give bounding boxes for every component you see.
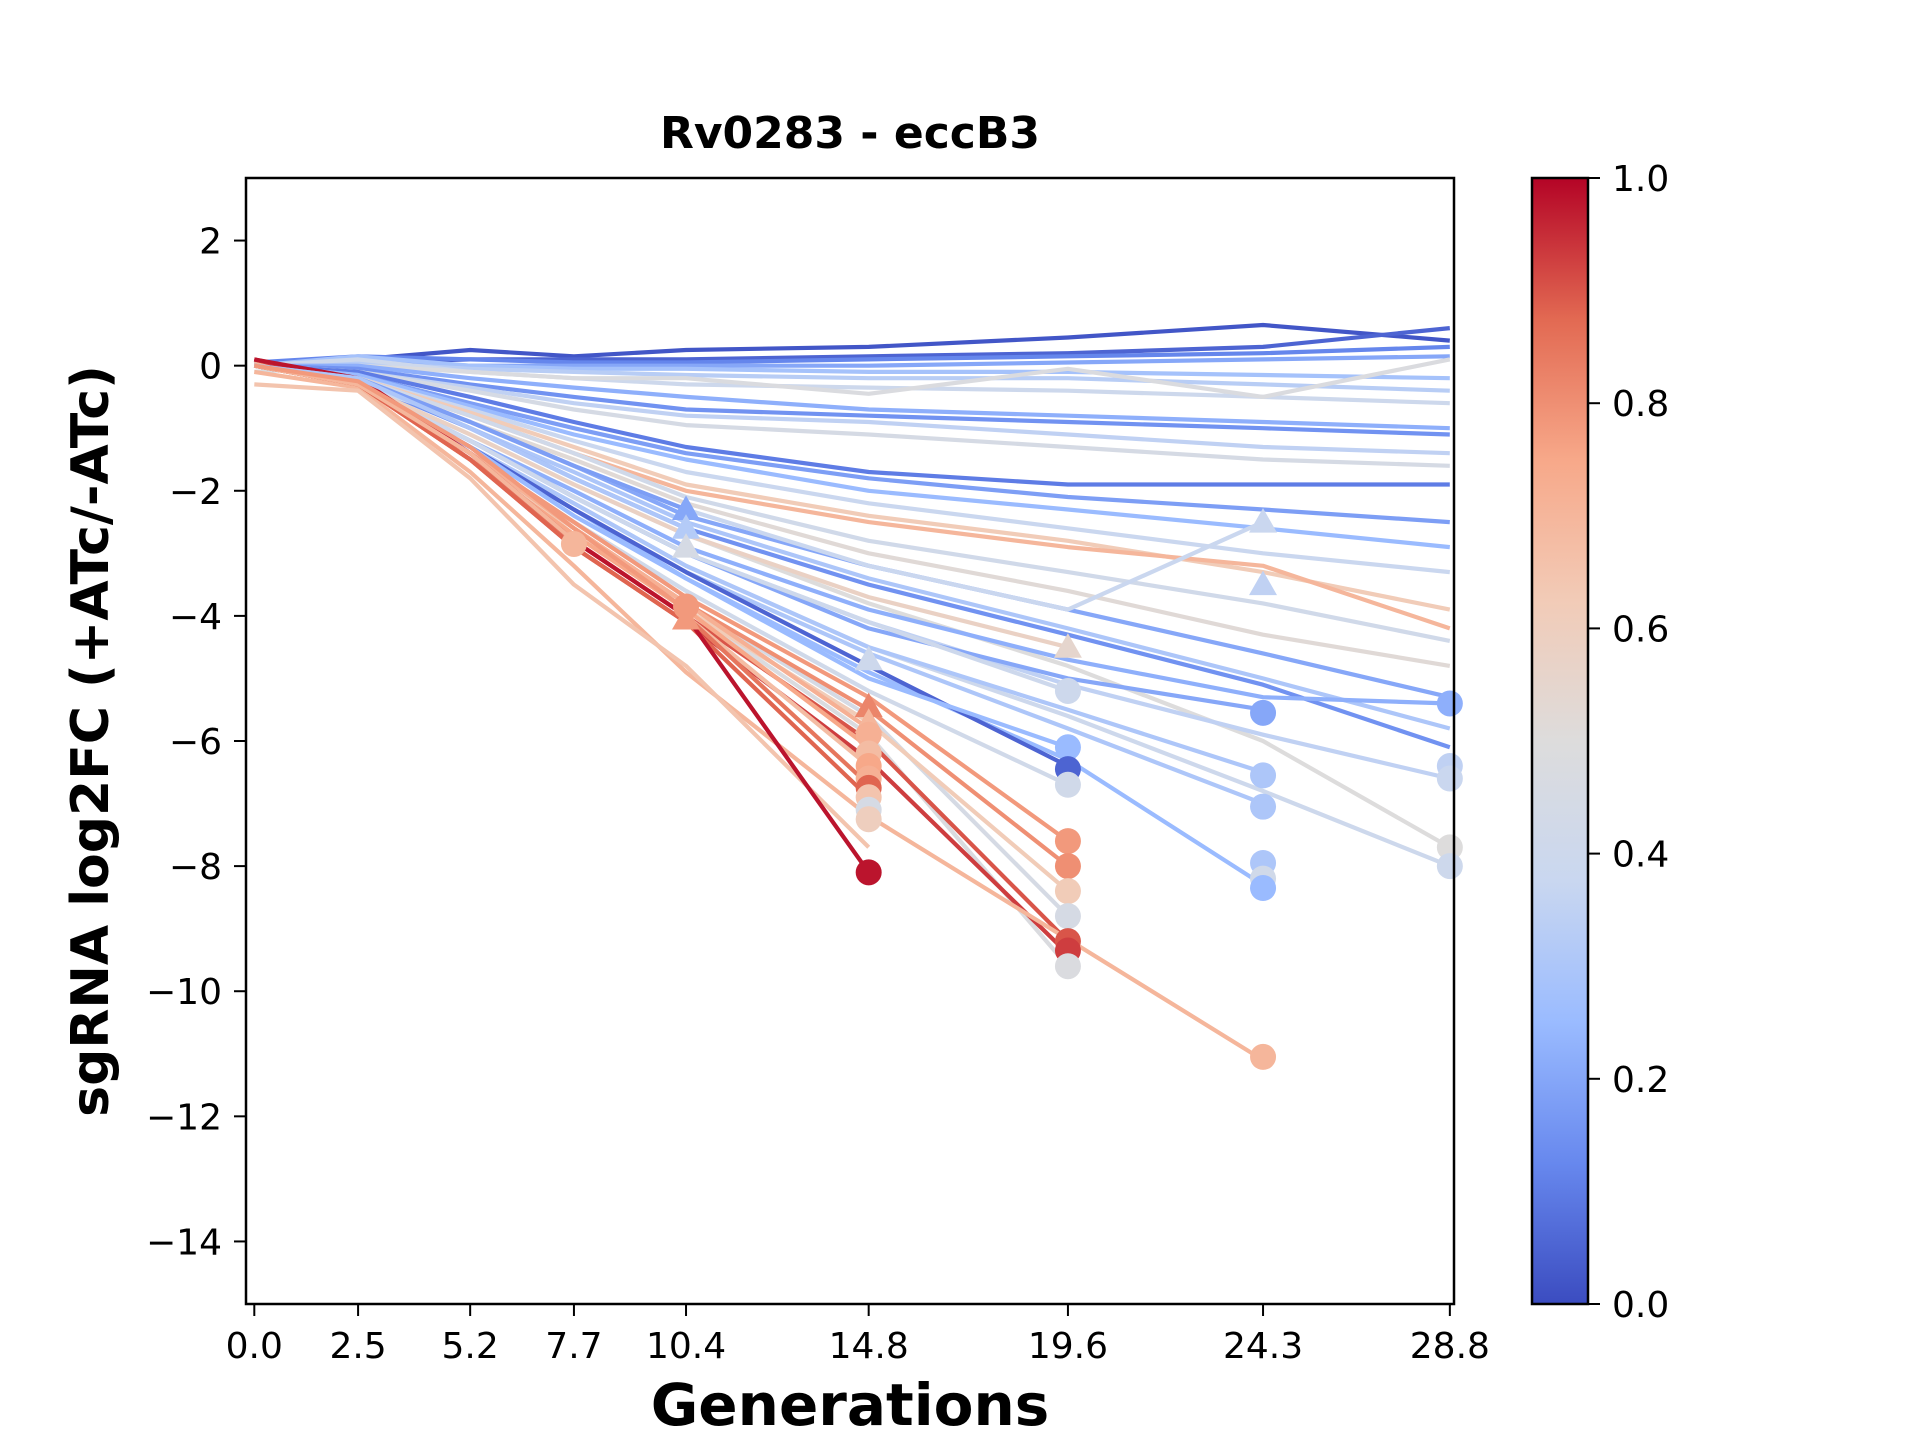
circle-marker: [1436, 853, 1463, 880]
circle-marker: [1054, 903, 1081, 930]
colorbar-tick-label: 0.0: [1612, 1285, 1669, 1326]
series-line: [254, 354, 1450, 381]
y-tick-label: 0: [199, 347, 222, 388]
circle-marker: [1054, 771, 1081, 798]
circle-marker: [1054, 878, 1081, 905]
circle-marker: [1250, 875, 1277, 902]
x-tick-label: 14.8: [829, 1326, 909, 1367]
colorbar-tick-label: 1.0: [1612, 159, 1669, 200]
x-tick-label: 7.7: [545, 1326, 602, 1367]
x-tick-label: 28.8: [1410, 1326, 1490, 1367]
circle-marker: [855, 806, 882, 833]
triangle-marker: [672, 533, 700, 558]
series-lines: [253, 322, 1451, 1062]
circle-marker: [1054, 853, 1081, 880]
y-tick-label: −8: [169, 847, 222, 888]
circle-marker: [1054, 677, 1081, 704]
y-axis: 2 0 −2 −4 −6 −8 −10 −12 −14: [146, 222, 246, 1263]
x-tick-label: 5.2: [442, 1326, 499, 1367]
series-line: [254, 363, 1450, 487]
series-line: [253, 363, 1265, 887]
colorbar-tick-label: 0.2: [1612, 1060, 1669, 1101]
y-tick-label: −4: [169, 597, 222, 638]
triangle-marker: [854, 645, 883, 671]
x-tick-label: 2.5: [329, 1326, 386, 1367]
y-tick-label: −2: [169, 472, 222, 513]
x-tick-label: 19.6: [1028, 1326, 1108, 1367]
colorbar-gradient: [1532, 178, 1588, 1304]
series-line: [254, 382, 871, 849]
x-tick-label: 10.4: [646, 1326, 726, 1367]
triangle-marker: [1249, 508, 1277, 533]
colorbar-axis: 0.0 0.2 0.4 0.6 0.8 1.0: [1588, 159, 1669, 1326]
series-line: [253, 363, 688, 612]
circle-marker: [1250, 699, 1277, 726]
circle-marker: [1054, 734, 1081, 761]
triangle-marker: [672, 514, 700, 539]
circle-marker: [1250, 1043, 1277, 1070]
x-axis-label: Generations: [651, 1371, 1050, 1439]
colorbar-tick-label: 0.4: [1612, 835, 1669, 876]
triangle-marker: [1249, 570, 1277, 596]
x-tick-label: 0.0: [226, 1326, 283, 1367]
triangle-marker: [1053, 633, 1082, 658]
triangle-marker: [672, 605, 700, 630]
circle-marker: [855, 721, 882, 748]
y-tick-label: 2: [199, 222, 222, 263]
circle-marker: [1436, 690, 1463, 717]
series-line: [254, 363, 1451, 550]
chart-title: Rv0283 - eccB3: [660, 108, 1040, 159]
y-tick-label: −12: [146, 1097, 222, 1138]
colorbar-tick-label: 0.6: [1612, 609, 1669, 650]
x-tick-label: 24.3: [1223, 1326, 1303, 1367]
circle-marker: [1436, 834, 1463, 861]
x-axis: 0.0 2.5 5.2 7.7 10.4 14.8 19.6 24.3 28.8: [226, 1304, 1490, 1367]
y-axis-label: sgRNA log2FC (+ATc/-ATc): [61, 365, 121, 1117]
y-tick-label: −10: [146, 972, 222, 1013]
circle-marker: [855, 859, 882, 886]
circle-marker: [1250, 762, 1277, 789]
triangle-marker: [854, 692, 883, 718]
circle-marker: [560, 530, 587, 557]
y-tick-label: −14: [146, 1222, 222, 1263]
colorbar-tick-label: 0.8: [1612, 384, 1669, 425]
y-tick-label: −6: [169, 722, 222, 763]
circle-marker: [1436, 765, 1463, 792]
series-markers: [560, 495, 1463, 1070]
circle-marker: [1250, 793, 1277, 820]
series-line: [254, 357, 1450, 406]
triangle-marker: [672, 495, 700, 520]
circle-marker: [1054, 828, 1081, 855]
series-line: [254, 363, 1450, 437]
colorbar-frame: [1530, 176, 1590, 1306]
series-line: [254, 363, 1450, 431]
circle-marker: [1054, 953, 1081, 980]
